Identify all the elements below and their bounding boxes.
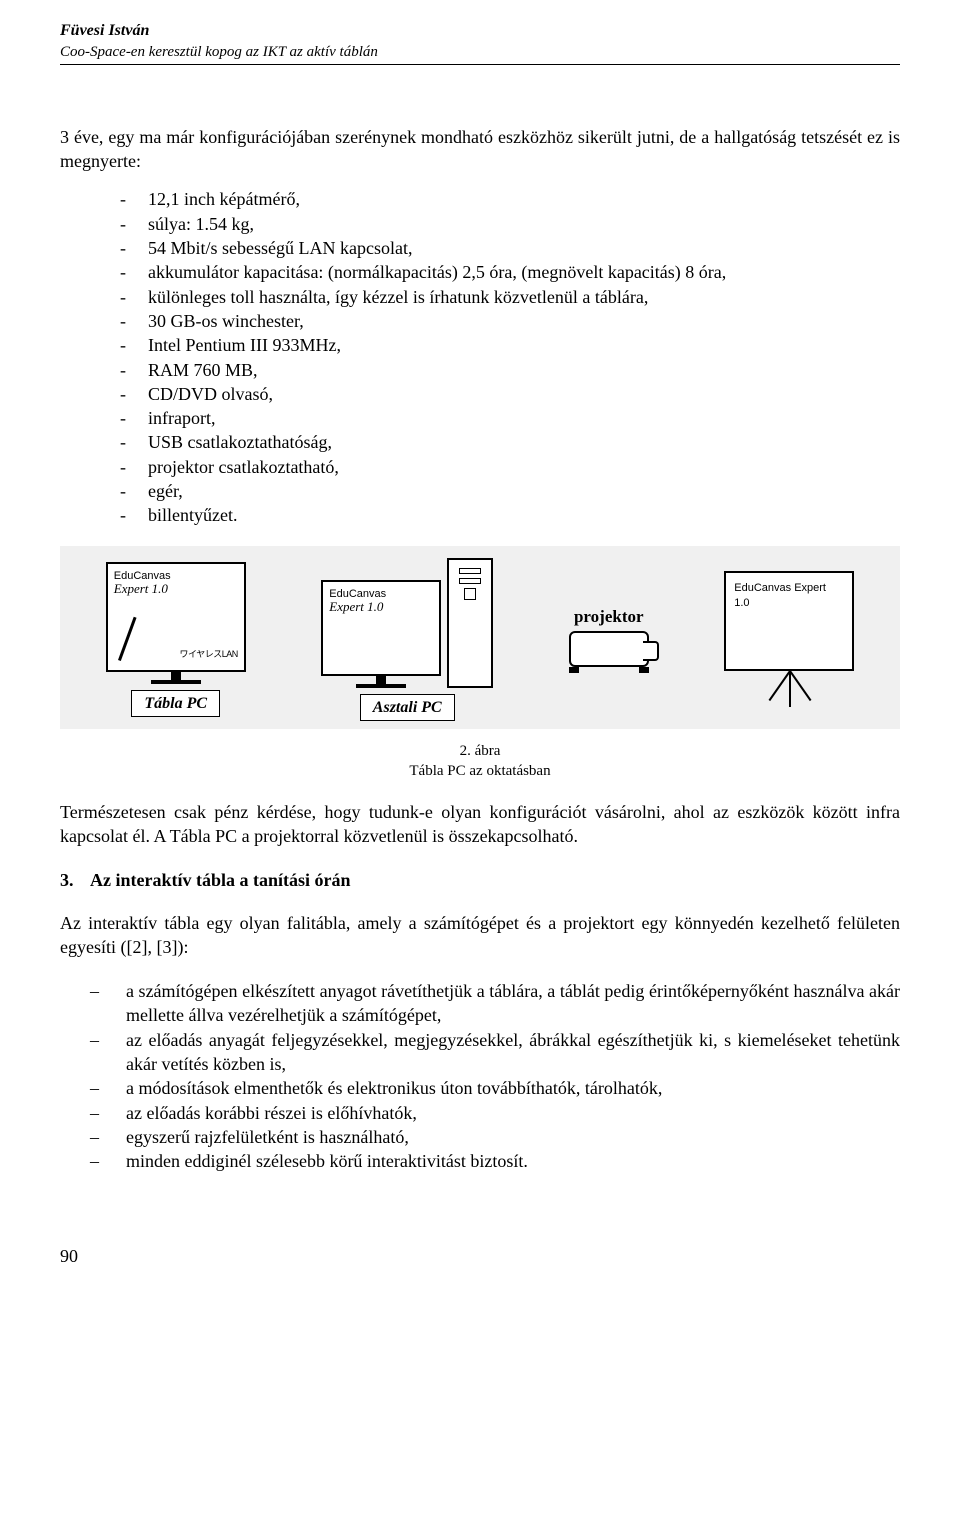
- body-paragraph: Az interaktív tábla egy olyan falitábla,…: [60, 911, 900, 960]
- device-label: Tábla PC: [131, 690, 220, 718]
- tripod-icon: [724, 671, 854, 707]
- device-projector: projektor: [569, 606, 649, 673]
- list-item: egyszerű rajzfelületként is használható,: [90, 1125, 900, 1149]
- device-projection-screen: EduCanvas Expert 1.0: [724, 571, 854, 707]
- list-item: Intel Pentium III 933MHz,: [120, 333, 900, 357]
- section-heading: 3.Az interaktív tábla a tanítási órán: [60, 868, 900, 892]
- projection-screen-icon: EduCanvas Expert 1.0: [724, 571, 854, 671]
- spec-list: 12,1 inch képátmérő, súlya: 1.54 kg, 54 …: [120, 187, 900, 527]
- figure-caption: 2. ábra Tábla PC az oktatásban: [60, 741, 900, 782]
- device-label: Asztali PC: [360, 694, 455, 722]
- desktop-monitor-icon: EduCanvas Expert 1.0: [321, 580, 441, 676]
- section-title: Az interaktív tábla a tanítási órán: [90, 870, 351, 890]
- list-item: akkumulátor kapacitása: (normálkapacitás…: [120, 260, 900, 284]
- header-subtitle: Coo-Space-en keresztül kopog az IKT az a…: [60, 42, 900, 62]
- list-item: 30 GB-os winchester,: [120, 309, 900, 333]
- list-item: súlya: 1.54 kg,: [120, 212, 900, 236]
- body-paragraph: Természetesen csak pénz kérdése, hogy tu…: [60, 800, 900, 849]
- page-number: 90: [60, 1244, 900, 1268]
- list-item: különleges toll használta, így kézzel is…: [120, 285, 900, 309]
- caption-number: 2. ábra: [460, 743, 501, 759]
- list-item: a számítógépen elkészített anyagot rávet…: [90, 979, 900, 1028]
- device-desktop-pc: EduCanvas Expert 1.0 Asztali PC: [321, 558, 493, 722]
- device-label: projektor: [574, 606, 644, 629]
- feature-list: a számítógépen elkészített anyagot rávet…: [90, 979, 900, 1173]
- list-item: 12,1 inch képátmérő,: [120, 187, 900, 211]
- header-rule: [60, 64, 900, 65]
- caption-text: Tábla PC az oktatásban: [409, 763, 550, 779]
- list-item: minden eddiginél szélesebb körű interakt…: [90, 1149, 900, 1173]
- list-item: USB csatlakoztathatóság,: [120, 430, 900, 454]
- screen-text: Expert 1.0: [329, 599, 383, 614]
- list-item: CD/DVD olvasó,: [120, 382, 900, 406]
- figure-diagram: EduCanvas Expert 1.0 ワイヤレスLAN Tábla PC E…: [60, 546, 900, 730]
- screen-text: EduCanvas: [734, 582, 791, 594]
- list-item: projektor csatlakoztatható,: [120, 455, 900, 479]
- screen-text: Expert 1.0: [114, 581, 168, 596]
- device-tablet-pc: EduCanvas Expert 1.0 ワイヤレスLAN Tábla PC: [106, 562, 246, 718]
- list-item: RAM 760 MB,: [120, 358, 900, 382]
- monitor-base-icon: [151, 680, 201, 684]
- intro-paragraph: 3 éve, egy ma már konfigurációjában szer…: [60, 125, 900, 174]
- list-item: egér,: [120, 479, 900, 503]
- tower-icon: [447, 558, 493, 688]
- list-item: billentyűzet.: [120, 503, 900, 527]
- list-item: infraport,: [120, 406, 900, 430]
- list-item: az előadás korábbi részei is előhívhatók…: [90, 1101, 900, 1125]
- wifi-label: ワイヤレスLAN: [180, 650, 238, 660]
- list-item: a módosítások elmenthetők és elektroniku…: [90, 1076, 900, 1100]
- projector-feet-icon: [569, 667, 649, 673]
- list-item: az előadás anyagát feljegyzésekkel, megj…: [90, 1028, 900, 1077]
- list-item: 54 Mbit/s sebességű LAN kapcsolat,: [120, 236, 900, 260]
- monitor-base-icon: [356, 684, 406, 688]
- pen-icon: [118, 616, 137, 660]
- section-number: 3.: [60, 868, 90, 892]
- header-author: Füvesi István: [60, 20, 900, 42]
- tablet-monitor-icon: EduCanvas Expert 1.0 ワイヤレスLAN: [106, 562, 246, 672]
- projector-icon: [569, 631, 649, 667]
